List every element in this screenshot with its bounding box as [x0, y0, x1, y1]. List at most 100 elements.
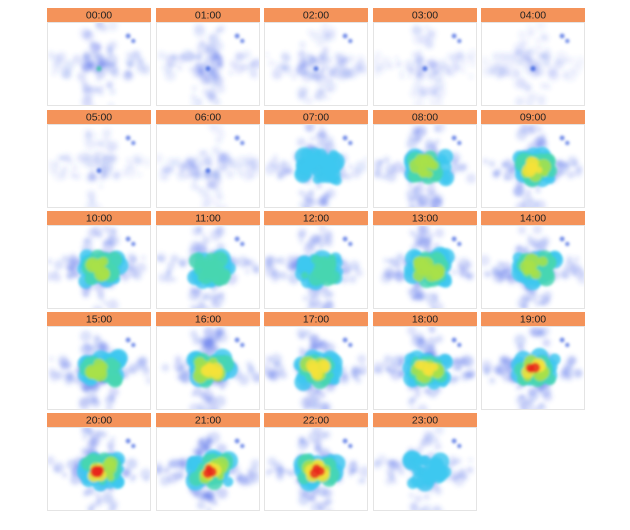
heat-cell [528, 390, 539, 402]
heat-cell [424, 433, 436, 445]
heat-cell [83, 386, 90, 394]
heat-cell [430, 263, 446, 279]
heat-cell [532, 226, 543, 235]
heat-cell [374, 69, 381, 77]
heat-cell [407, 327, 417, 336]
heat-cell [201, 266, 213, 278]
heat-cell [547, 65, 557, 76]
heat-cell [192, 336, 202, 345]
heat-cell [357, 478, 364, 484]
heat-cell [49, 356, 54, 362]
heat-cell [559, 236, 565, 242]
heat-cell [536, 142, 543, 149]
heat-cell [537, 256, 548, 267]
heat-cell [196, 42, 209, 55]
heat-cell [207, 125, 215, 130]
strip [264, 110, 368, 124]
heat-cell [543, 47, 551, 55]
heat-cell [311, 428, 323, 434]
heat-cell [316, 486, 328, 497]
facet-panel: 16:00 [156, 312, 260, 410]
heat-cell [317, 86, 326, 95]
heat-cell [506, 164, 516, 173]
heat-cell [64, 361, 72, 369]
heat-cell [191, 85, 197, 91]
heat-cell [65, 271, 73, 279]
heat-cell [122, 70, 133, 81]
strip-label: 19:00 [520, 313, 546, 325]
heat-cell [569, 262, 581, 274]
heat-cell [101, 492, 114, 504]
heat-cell [462, 356, 475, 368]
heat-cell [347, 66, 360, 79]
facet-panel: 15:00 [47, 312, 151, 410]
strip [156, 211, 260, 225]
heat-cell [414, 386, 421, 392]
heat-cell [98, 90, 104, 96]
heat-cell [527, 239, 533, 246]
heat-cell [62, 472, 68, 478]
heat-cell [280, 53, 290, 62]
facet-panel: 14:00 [481, 211, 585, 309]
heat-cell [433, 86, 446, 99]
heat-cell [200, 298, 205, 303]
heat-cell [90, 66, 95, 72]
heat-cell [125, 337, 131, 343]
strip-label: 12:00 [303, 212, 329, 224]
heat-cell [458, 267, 468, 277]
heat-cell [189, 330, 198, 339]
heat-cell [191, 54, 196, 60]
heat-cell [110, 68, 120, 79]
heat-cell [62, 153, 73, 164]
heat-cell [342, 236, 348, 242]
heat-cell [566, 171, 575, 179]
heat-cell [416, 90, 425, 99]
heat-cell [412, 269, 425, 282]
heat-core [313, 33, 353, 72]
heat-cell [129, 367, 135, 373]
heat-cell [325, 188, 336, 199]
heat-cell [543, 290, 552, 300]
heat-cell [93, 139, 102, 148]
heat-core [510, 337, 570, 388]
heat-cell [207, 180, 217, 190]
heat-cell [312, 464, 321, 473]
heat-cell [192, 287, 202, 298]
heat-cell [172, 157, 183, 168]
heat-cell [417, 194, 429, 206]
heat-cell [196, 489, 207, 501]
heat-cell [535, 187, 541, 193]
facet-panel: 11:00 [156, 211, 260, 309]
heat-cell [205, 168, 211, 174]
facet-panel: 02:00 [264, 8, 368, 106]
heat-cell [250, 156, 259, 169]
heat-cell [564, 361, 574, 371]
heat-cell [194, 241, 207, 254]
heat-cell [333, 52, 342, 61]
facet-panel: 12:00 [264, 211, 368, 309]
strip [47, 8, 151, 22]
heat-cell [61, 255, 69, 263]
heat-cell [109, 88, 116, 95]
heat-cell [71, 174, 77, 180]
heat-core [76, 438, 136, 492]
strip [264, 211, 368, 225]
heat-cell [62, 70, 72, 80]
heat-cell [342, 337, 348, 343]
heat-cell [234, 52, 244, 61]
heat-cell [249, 62, 255, 67]
heat-cell [414, 58, 421, 65]
heat-core [187, 236, 245, 289]
heat-cell [101, 26, 108, 33]
heat-cell [82, 98, 93, 105]
heat-cell [567, 56, 575, 64]
heat-core [185, 438, 245, 491]
heat-cell [523, 260, 530, 267]
heat-cell [145, 377, 150, 385]
heat-cell [277, 256, 286, 266]
heat-cell [95, 74, 103, 82]
heat-cell [381, 361, 387, 367]
heat-cell [99, 341, 107, 349]
heat-cell [530, 405, 541, 409]
facet-panel: 20:00 [47, 413, 151, 511]
